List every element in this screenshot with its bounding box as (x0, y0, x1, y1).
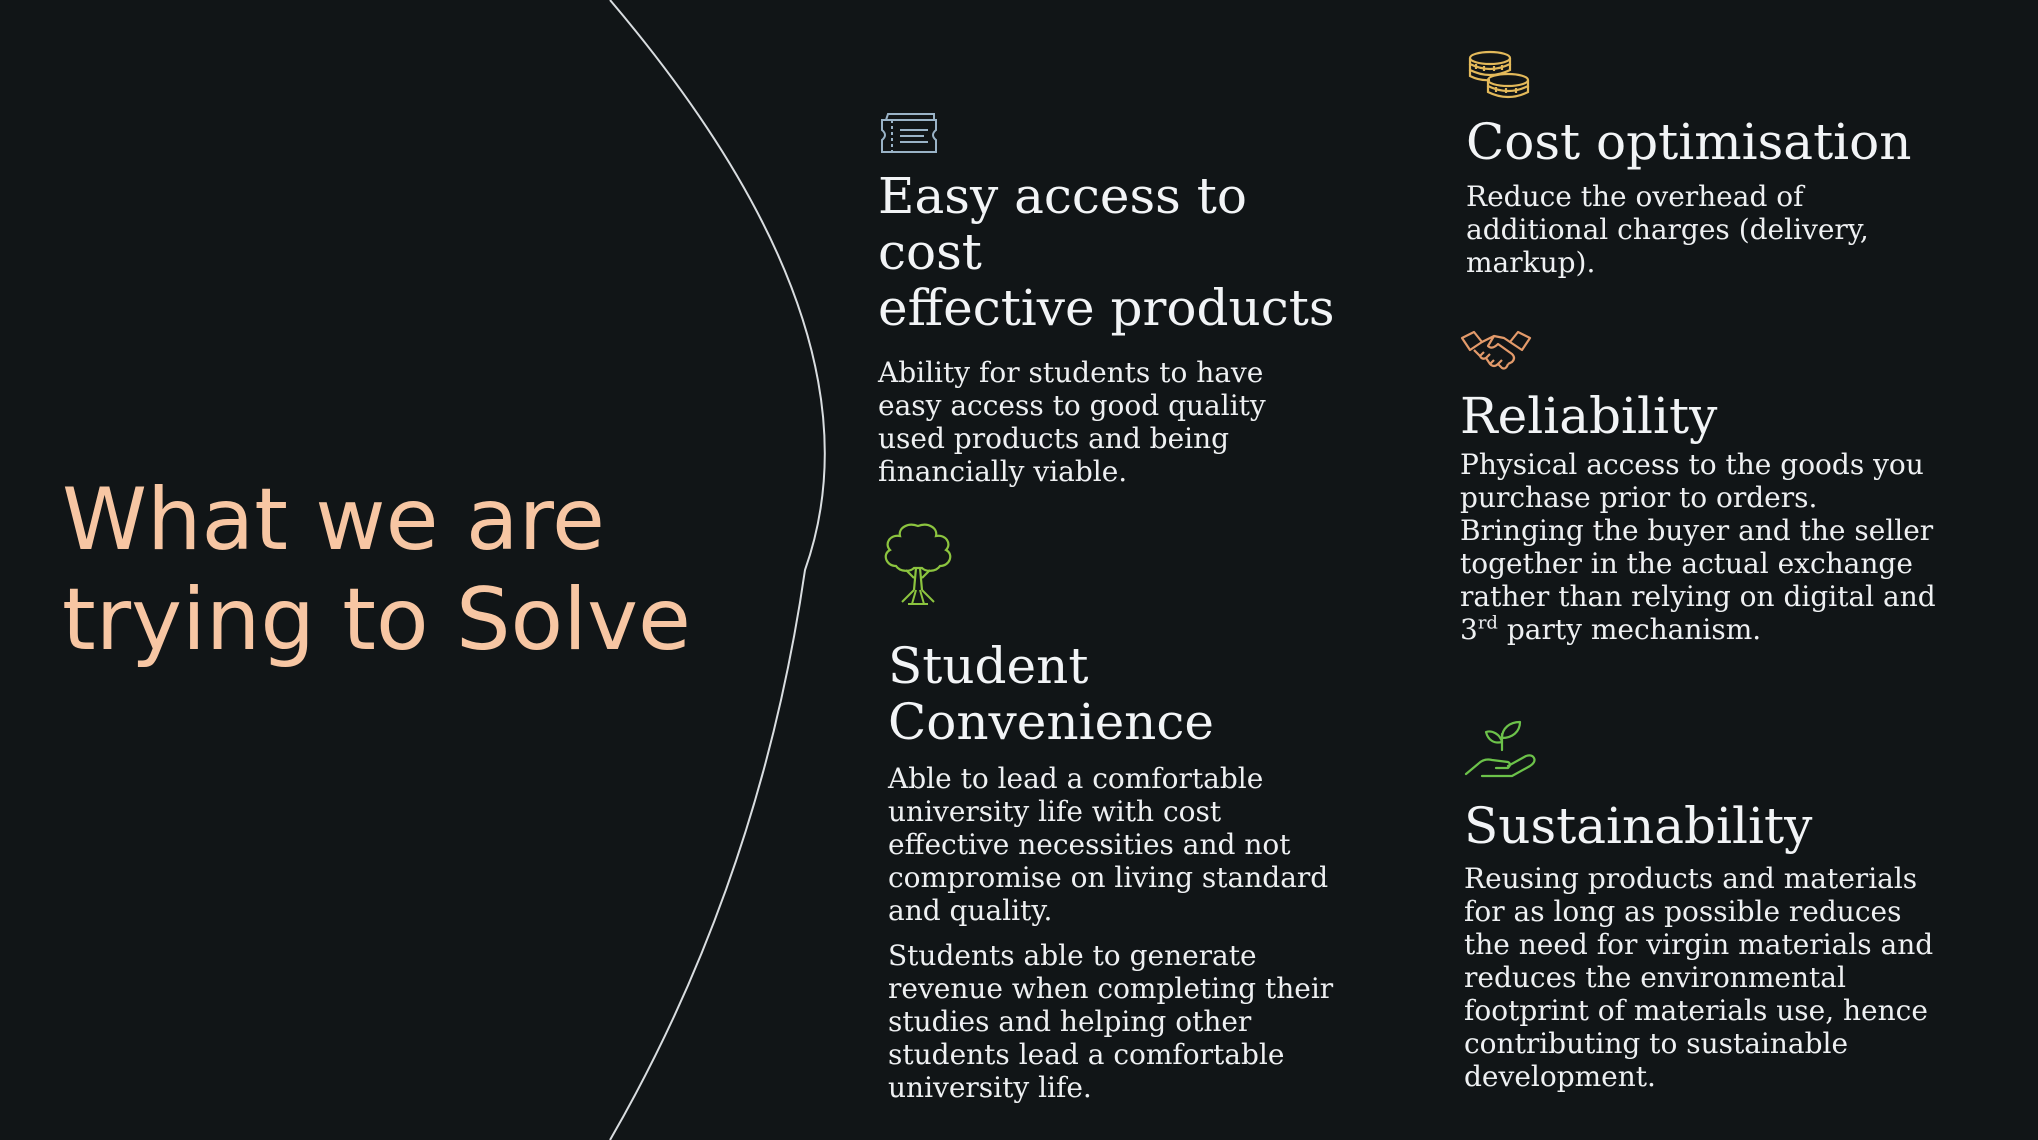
body-line: financially viable. (878, 455, 1128, 488)
cost-optimisation-heading: Cost optimisation (1466, 113, 1912, 171)
body-line: together in the actual exchange (1460, 547, 1913, 580)
ordinal-number: 3 (1460, 613, 1478, 646)
body-line: Reduce the overhead of (1466, 180, 1804, 213)
easy-access-heading: Easy access to cost effective products (878, 168, 1358, 336)
body-line: Able to lead a comfortable (888, 762, 1264, 795)
coins-icon (1468, 50, 1530, 99)
body-line: development. (1464, 1060, 1656, 1093)
sustainability-heading: Sustainability (1464, 797, 1813, 855)
ordinal-suffix: rd (1477, 612, 1498, 634)
tree-icon (884, 523, 952, 605)
body-line: Reusing products and materials (1464, 862, 1918, 895)
reliability-body: Physical access to the goods you purchas… (1460, 448, 2020, 646)
handshake-icon (1460, 330, 1532, 370)
body-line: effective necessities and not (888, 828, 1291, 861)
ticket-icon (881, 113, 937, 153)
easy-access-heading-line-1: Easy access to cost (878, 167, 1247, 281)
slide-title-line-1: What we are (62, 470, 605, 570)
body-line: for as long as possible reduces (1464, 895, 1902, 928)
easy-access-body: Ability for students to have easy access… (878, 356, 1358, 488)
plant-in-hand-icon (1464, 720, 1536, 778)
body-line: compromise on living standard (888, 861, 1329, 894)
body-line: Physical access to the goods you (1460, 448, 1924, 481)
slide-title-line-2: trying to Solve (62, 570, 691, 670)
body-line: Ability for students to have (878, 356, 1264, 389)
body-line: reduces the environmental (1464, 961, 1846, 994)
body-line: university life. (888, 1071, 1092, 1104)
body-line: university life with cost (888, 795, 1222, 828)
cost-optimisation-body: Reduce the overhead of additional charge… (1466, 180, 2006, 279)
body-line-suffix: party mechanism. (1497, 613, 1762, 646)
reliability-section: Reliability Physical access to the goods… (1460, 328, 2020, 646)
body-line: markup). (1466, 246, 1596, 279)
body-line: easy access to good quality (878, 389, 1266, 422)
student-convenience-paragraph-1: Able to lead a comfortable university li… (888, 762, 1400, 927)
sustainability-section: Sustainability Reusing products and mate… (1464, 720, 2024, 1093)
student-convenience-heading: Student Convenience (888, 637, 1214, 751)
body-line: contributing to sustainable (1464, 1027, 1849, 1060)
body-line: purchase prior to orders. (1460, 481, 1818, 514)
body-line: students lead a comfortable (888, 1038, 1285, 1071)
body-line: revenue when completing their (888, 972, 1334, 1005)
body-line: the need for virgin materials and (1464, 928, 1934, 961)
body-line: Students able to generate (888, 939, 1257, 972)
cost-optimisation-section: Cost optimisation Reduce the overhead of… (1466, 50, 2006, 279)
student-convenience-section: Student Convenience Able to lead a comfo… (880, 518, 1400, 1104)
student-convenience-paragraph-2: Students able to generate revenue when c… (888, 939, 1400, 1104)
body-line: additional charges (delivery, (1466, 213, 1869, 246)
body-line: Bringing the buyer and the seller (1460, 514, 1934, 547)
easy-access-section: Easy access to cost effective products A… (878, 112, 1358, 488)
body-line: and quality. (888, 894, 1053, 927)
reliability-heading: Reliability (1460, 387, 1718, 445)
sustainability-body: Reusing products and materials for as lo… (1464, 862, 2024, 1093)
easy-access-heading-line-2: effective products (878, 279, 1335, 337)
body-line: rather than relying on digital and (1460, 580, 1936, 613)
body-line-last: 3rd party mechanism. (1460, 613, 1761, 646)
body-line: studies and helping other (888, 1005, 1252, 1038)
body-line: footprint of materials use, hence (1464, 994, 1928, 1027)
slide-title: What we are trying to Solve (62, 470, 691, 670)
body-line: used products and being (878, 422, 1230, 455)
